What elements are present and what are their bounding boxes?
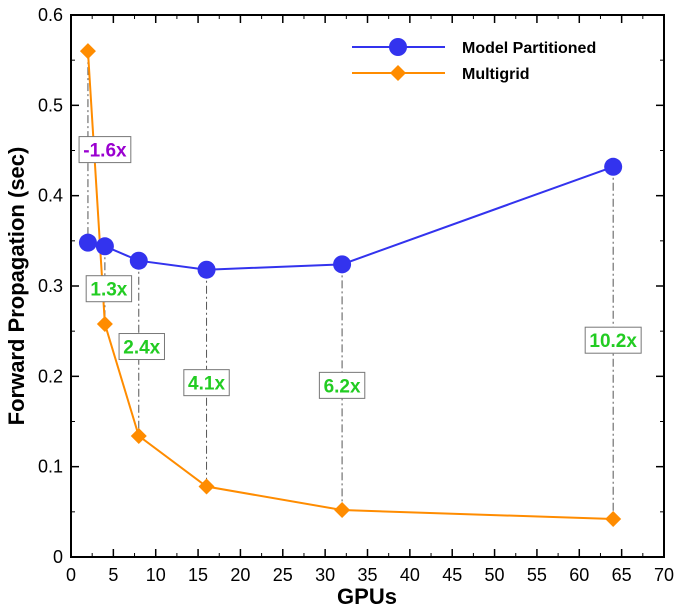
y-tick-label: 0.1: [38, 457, 63, 477]
model-partitioned-point: [604, 157, 623, 176]
series-layer: [78, 43, 623, 528]
multigrid-point: [334, 502, 351, 519]
x-tick-label: 0: [66, 565, 76, 585]
x-tick-label: 10: [146, 565, 166, 585]
speedup-label-box: [85, 275, 133, 303]
x-tick-label: 65: [612, 565, 632, 585]
speedup-annotations: -1.6x 1.3x 2.4x 4.1x 6.2x 10.2x: [78, 136, 642, 399]
x-tick-label: 20: [230, 565, 250, 585]
speedup-annotation: 10.2x: [584, 326, 642, 354]
x-tick-label: 30: [315, 565, 335, 585]
model-partitioned-point: [129, 251, 148, 270]
x-tick-label: 15: [188, 565, 208, 585]
speedup-label: -1.6x: [83, 141, 127, 162]
legend-marker: [390, 65, 406, 81]
x-tick-label: 5: [108, 565, 118, 585]
speedup-annotation: 6.2x: [318, 371, 366, 399]
speedup-annotation: 2.4x: [118, 333, 165, 361]
speedup-label: 6.2x: [324, 376, 361, 397]
x-tick-label: 25: [273, 565, 293, 585]
axes: 0 5 10 15 20 25 30 35 40 45 50 55 60 65 70 0 0.1 0.2 0.3 0.…: [38, 5, 674, 585]
guide-lines: [87, 51, 614, 520]
x-tick-label: 60: [569, 565, 589, 585]
legend: Model Partitioned Multigrid: [352, 38, 596, 83]
speedup-label-box: [78, 136, 132, 164]
speedup-label: 1.3x: [90, 280, 127, 301]
multigrid-line: [86, 51, 614, 521]
multigrid-point: [605, 511, 622, 528]
plot-frame: [70, 14, 665, 558]
x-tick-label: 50: [485, 565, 505, 585]
y-tick-label: 0.5: [38, 95, 63, 115]
x-tick-label: 55: [527, 565, 547, 585]
speedup-label: 10.2x: [589, 331, 637, 352]
y-tick-label: 0: [53, 547, 63, 567]
speedup-label: 2.4x: [123, 338, 160, 359]
y-tick-label: 0.4: [38, 186, 63, 206]
x-tick-label: 35: [357, 565, 377, 585]
speedup-label: 4.1x: [188, 374, 225, 395]
legend-label: Multigrid: [462, 66, 530, 83]
speedup-annotation: -1.6x: [78, 136, 132, 164]
speedup-label-box: [183, 369, 230, 397]
y-tick-label: 0.2: [38, 366, 63, 386]
speedup-label-box: [318, 371, 366, 399]
x-tick-label: 40: [400, 565, 420, 585]
multigrid-point: [130, 427, 147, 444]
legend-label: Model Partitioned: [462, 40, 596, 57]
y-tick-label: 0.3: [38, 276, 63, 296]
model-partitioned-point: [78, 233, 97, 252]
multigrid-point: [96, 315, 113, 332]
model-partitioned-line: [87, 165, 614, 271]
model-partitioned-point: [197, 260, 216, 279]
speedup-label-box: [118, 333, 165, 361]
speedup-annotation: 4.1x: [183, 369, 230, 397]
y-tick-label: 0.6: [38, 5, 63, 25]
y-axis-title: Forward Propagation (sec): [4, 147, 29, 426]
speedup-label-box: [584, 326, 642, 354]
x-tick-label: 70: [654, 565, 674, 585]
x-tick-label: 45: [442, 565, 462, 585]
legend-marker: [389, 38, 407, 56]
speedup-annotation: 1.3x: [85, 275, 133, 303]
multigrid-point: [198, 478, 215, 495]
x-axis-title: GPUs: [337, 584, 397, 609]
multigrid-point: [79, 43, 96, 60]
model-partitioned-point: [95, 237, 114, 256]
model-partitioned-point: [333, 255, 352, 274]
